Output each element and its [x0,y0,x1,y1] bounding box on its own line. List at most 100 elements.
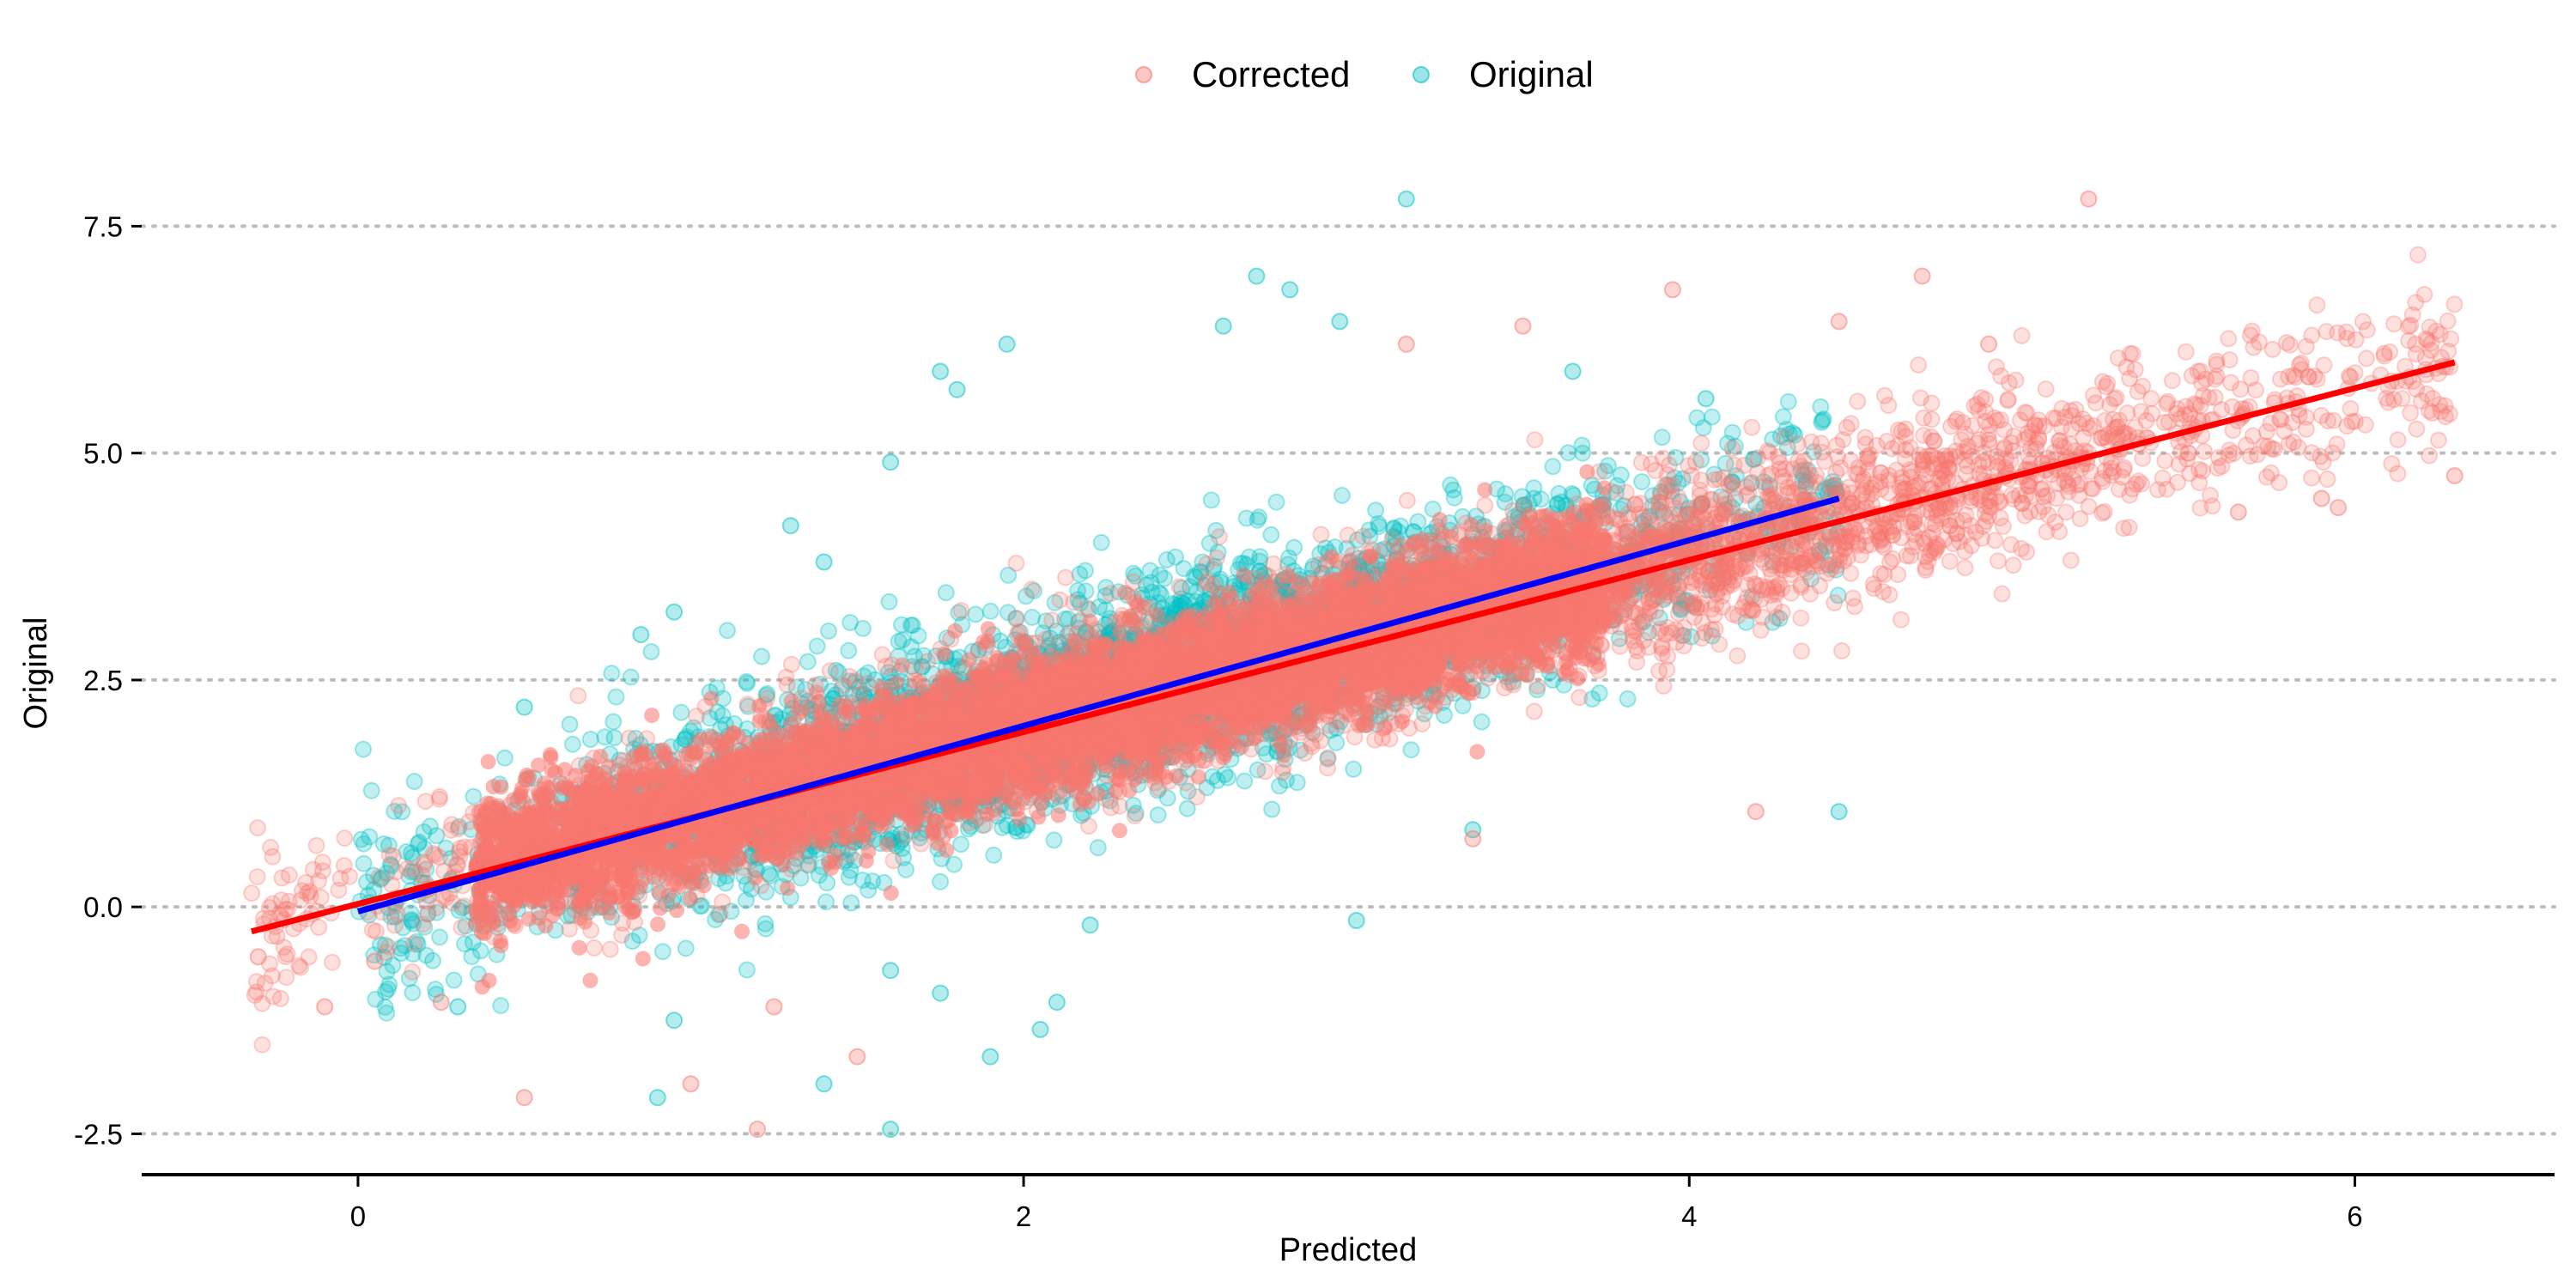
data-point [249,819,267,837]
data-point [1257,745,1275,763]
data-point [1198,779,1216,797]
data-point [1675,592,1693,610]
data-point [404,963,422,981]
data-point [1345,760,1363,778]
data-point [756,914,775,933]
data-point [400,969,418,987]
data-point [932,362,950,380]
data-point [753,647,770,665]
data-point [1370,514,1388,532]
data-point [937,584,955,602]
data-point [653,943,671,961]
data-point [378,963,396,981]
data-point [396,937,414,955]
data-point [1304,557,1322,575]
data-point [993,818,1012,836]
data-point [677,939,695,957]
data-point [409,935,427,953]
data-point [1208,771,1226,789]
data-point [1367,501,1385,519]
data-point [967,605,985,623]
data-point [1081,916,1099,934]
data-point [950,604,968,622]
data-point [379,980,397,998]
data-point [781,517,799,535]
data-point [665,603,683,621]
data-point [416,918,434,936]
data-point [1397,190,1415,208]
data-point [719,622,737,640]
data-point [1263,800,1281,818]
legend-label: Corrected [1192,54,1350,94]
data-point [1252,568,1270,586]
data-point [738,672,756,690]
data-point [981,602,999,620]
data-point [1172,590,1190,608]
data-point [445,971,463,989]
data-point [672,703,690,721]
scatter-points [243,190,2464,1139]
data-point [1783,424,1801,442]
data-point [1385,519,1403,537]
data-point [403,911,420,929]
data-point [1149,781,1167,799]
data-point [880,592,898,611]
data-point [424,951,441,969]
data-point [1680,499,1698,517]
data-point [596,728,614,746]
data-point [827,661,845,679]
data-point [1445,489,1463,507]
data-point [1281,281,1299,299]
data-point [932,872,950,890]
data-point [985,846,1003,864]
data-point [1640,508,1658,526]
data-point [860,664,878,682]
data-point [1668,523,1686,541]
data-point [1559,444,1577,462]
data-point [410,835,427,853]
data-point [1644,579,1662,597]
data-point [1370,518,1388,536]
data-point [1780,425,1798,443]
data-point [1254,571,1272,589]
data-point [818,874,836,892]
data-point [815,553,833,571]
data-point [1327,733,1346,751]
data-point [1697,390,1715,408]
data-point [1387,529,1405,547]
data-point [1097,579,1115,597]
data-point [1813,413,1831,431]
data-point [904,617,921,635]
data-point [1574,444,1592,462]
data-point [1513,488,1531,506]
data-point [1251,552,1268,570]
data-point [1202,491,1220,509]
data-point [799,653,817,671]
data-point [1811,542,1829,560]
data-point [632,626,650,644]
data-point [386,802,404,820]
data-point [581,731,599,748]
data-point [1236,772,1254,790]
data-point [1941,552,1959,570]
data-point [1692,451,1710,469]
data-point [253,1036,271,1054]
data-point [376,998,394,1016]
data-point [1045,831,1063,849]
data-point [1779,392,1797,410]
data-point [738,674,756,692]
data-point [1251,548,1269,566]
data-point [421,817,439,835]
data-point [1619,690,1637,708]
data-point [1157,550,1176,568]
data-point [361,828,379,846]
data-point [893,616,910,634]
data-point [1544,458,1562,476]
data-point [1071,594,1089,612]
data-point [1669,520,1687,538]
data-point [1526,431,1544,449]
data-point [882,1121,900,1139]
data-point [665,1012,683,1030]
data-point [1525,479,1543,497]
